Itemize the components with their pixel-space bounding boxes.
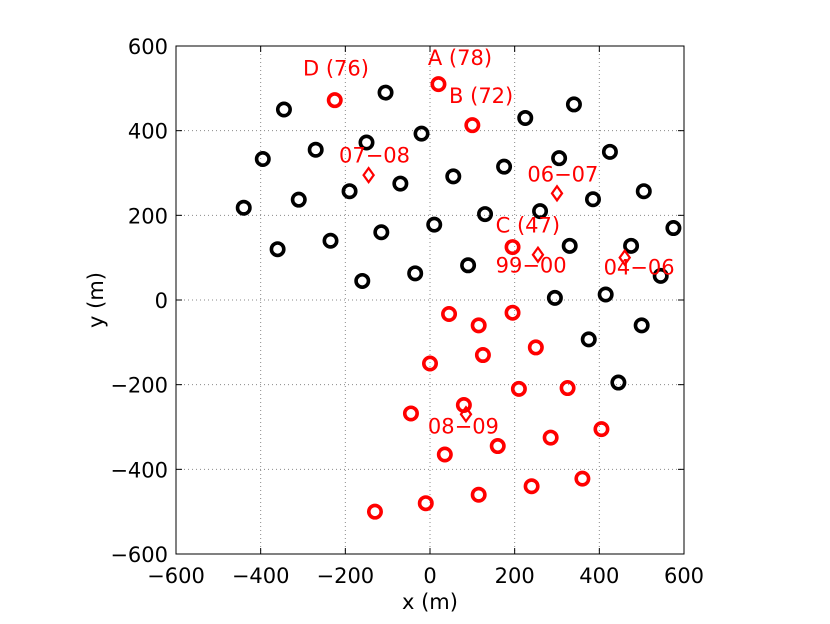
data-point-diamond — [362, 166, 376, 184]
data-point-circle — [470, 317, 487, 334]
data-point-diamond — [550, 184, 564, 203]
data-point-circle — [326, 92, 343, 109]
data-point-circle — [307, 141, 324, 158]
annotation-label: 06−07 — [527, 162, 598, 186]
annotation-label: A (78) — [428, 46, 492, 70]
data-point-circle — [510, 380, 527, 397]
annotation-label: 08−09 — [428, 414, 499, 438]
data-point-circle — [574, 470, 591, 487]
data-point-circle — [436, 446, 453, 463]
data-point-circle — [290, 191, 307, 208]
data-point-circle — [392, 175, 409, 192]
data-point-circle — [373, 224, 390, 241]
y-tick-label: −200 — [110, 374, 168, 398]
data-point-circle — [546, 289, 563, 306]
y-tick-label: 0 — [155, 289, 168, 313]
x-axis-title: x (m) — [402, 590, 458, 614]
x-tick-label: 0 — [423, 564, 436, 588]
y-tick-label: 400 — [128, 120, 168, 144]
data-point-circle — [580, 331, 597, 348]
data-point-circle — [421, 355, 438, 372]
data-point-circle — [561, 237, 578, 254]
data-point-diamond — [459, 405, 473, 424]
y-tick-label: −400 — [110, 458, 168, 482]
data-point-circle — [417, 495, 434, 512]
data-points — [235, 76, 682, 520]
data-point-circle — [633, 317, 650, 334]
data-point-circle — [504, 239, 521, 256]
x-tick-label: 400 — [579, 564, 619, 588]
data-point-circle — [551, 150, 568, 167]
data-point-circle — [542, 429, 559, 446]
annotations: D (76) A (78) B (72) 07−08 06−07 C (47) 99−00 0… — [303, 46, 675, 438]
y-tick-label: −600 — [110, 543, 168, 567]
annotation-label: D (76) — [303, 57, 369, 81]
data-point-circle — [341, 183, 358, 200]
data-point-diamond — [531, 245, 545, 264]
grid-lines — [176, 46, 684, 554]
axis-ticks: −600 −400 −200 0 200 400 600 −600 −400 −200 0 200 40… — [110, 35, 704, 588]
data-point-circle — [635, 183, 652, 200]
annotation-label: 07−08 — [339, 143, 410, 167]
data-point-circle — [532, 203, 549, 220]
y-axis-title: y (m) — [84, 272, 108, 328]
y-tick-label: 600 — [128, 35, 168, 59]
data-point-circle — [623, 237, 640, 254]
x-tick-label: 200 — [495, 564, 535, 588]
data-point-circle — [322, 232, 339, 249]
data-point-circle — [402, 405, 419, 422]
data-point-circle — [235, 199, 252, 216]
x-tick-label: −200 — [316, 564, 374, 588]
x-tick-label: −400 — [232, 564, 290, 588]
data-point-circle — [366, 503, 383, 520]
data-point-circle — [496, 158, 513, 175]
data-point-circle — [254, 151, 271, 168]
data-point-circle — [523, 478, 540, 495]
annotation-label: 99−00 — [496, 253, 567, 277]
data-point-circle — [430, 76, 447, 93]
data-point-circle — [464, 117, 481, 134]
annotation-label: 04−06 — [604, 256, 675, 280]
data-point-circle — [597, 286, 614, 303]
y-tick-label: 200 — [128, 204, 168, 228]
data-point-circle — [593, 421, 610, 438]
data-point-circle — [601, 143, 618, 160]
data-point-circle — [275, 101, 292, 118]
data-point-circle — [445, 168, 462, 185]
data-point-circle — [565, 96, 582, 113]
x-tick-label: −600 — [147, 564, 205, 588]
data-point-circle — [269, 241, 286, 258]
data-point-diamond — [618, 248, 632, 267]
data-point-circle — [407, 265, 424, 282]
data-point-circle — [460, 257, 477, 274]
data-point-circle — [665, 220, 682, 237]
annotation-label: C (47) — [496, 213, 560, 237]
data-point-circle — [377, 84, 394, 101]
data-point-circle — [652, 267, 669, 284]
annotation-label: B (72) — [449, 84, 513, 108]
data-point-circle — [527, 339, 544, 356]
x-tick-label: 600 — [664, 564, 704, 588]
data-point-circle — [477, 206, 494, 223]
data-point-circle — [504, 304, 521, 321]
data-point-circle — [426, 216, 443, 233]
data-point-circle — [441, 305, 458, 322]
data-point-circle — [354, 272, 371, 289]
data-point-circle — [474, 347, 491, 364]
data-point-circle — [610, 374, 627, 391]
data-point-circle — [470, 486, 487, 503]
data-point-circle — [584, 191, 601, 208]
data-point-circle — [559, 380, 576, 397]
data-point-circle — [517, 109, 534, 126]
data-point-circle — [358, 134, 375, 151]
data-point-circle — [489, 438, 506, 455]
data-point-circle — [413, 125, 430, 142]
